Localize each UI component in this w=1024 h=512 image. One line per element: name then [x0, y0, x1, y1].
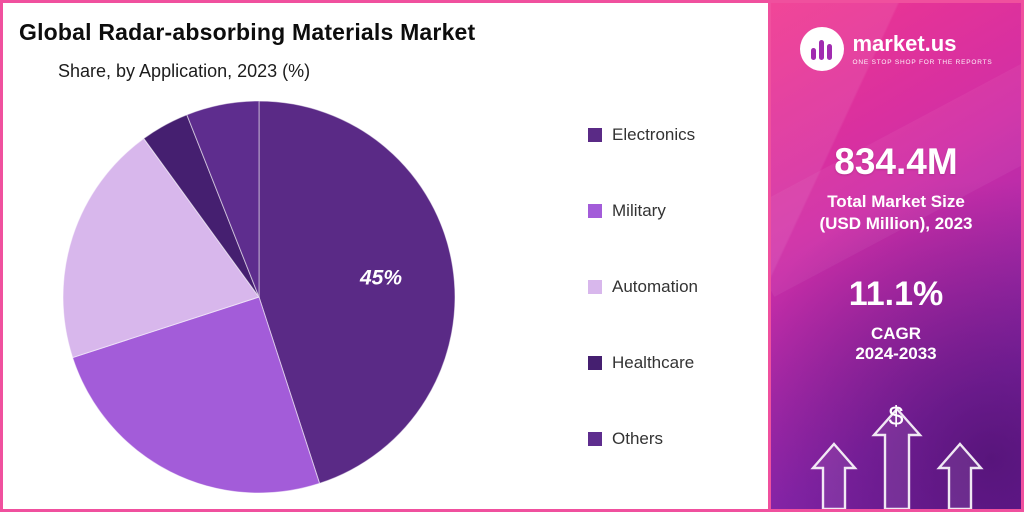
brand-text: market.us ONE STOP SHOP FOR THE REPORTS: [853, 32, 993, 65]
legend-label-others: Others: [612, 429, 664, 448]
legend: Electronics Military Automation Healthca…: [588, 125, 698, 449]
legend-item-electronics: Electronics: [588, 125, 698, 145]
brand-sidebar: market.us ONE STOP SHOP FOR THE REPORTS …: [768, 3, 1021, 509]
legend-swatch-military: [588, 204, 602, 218]
legend-label-electronics: Electronics: [612, 125, 696, 144]
legend-swatch-electronics: [588, 128, 602, 142]
legend-label-automation: Automation: [612, 277, 698, 296]
legend-swatch-automation: [588, 280, 602, 294]
pie-slice-data-label: 45%: [359, 267, 402, 290]
legend-item-healthcare: Healthcare: [588, 353, 698, 373]
brand: market.us ONE STOP SHOP FOR THE REPORTS: [771, 27, 1021, 71]
legend-swatch-others: [588, 432, 602, 446]
legend-label-healthcare: Healthcare: [612, 353, 695, 372]
chart-subtitle: Share, by Application, 2023 (%): [58, 61, 311, 81]
pie-slice-automation: [62, 137, 260, 359]
market-size-label-2: (USD Million), 2023: [819, 214, 973, 234]
cagr-period: 2024-2033: [855, 344, 937, 363]
dollar-icon: $: [771, 401, 1021, 432]
chart-title: Global Radar-absorbing Materials Market: [19, 19, 476, 45]
legend-item-military: Military: [588, 201, 698, 221]
marketus-logo-icon: [799, 27, 844, 71]
legend-item-automation: Automation: [588, 277, 698, 297]
market-size-label-1: Total Market Size: [827, 192, 965, 211]
growth-arrows-icon: [810, 407, 984, 509]
legend-label-military: Military: [612, 201, 666, 220]
brand-name: market.us: [852, 31, 957, 57]
pie-slice-electronics: [258, 100, 456, 485]
pie-slice-others: [186, 100, 260, 298]
pie-slice-military: [71, 296, 321, 494]
market-size-stat: 834.4M Total Market Size (USD Million), …: [771, 141, 1021, 235]
pie-chart: 45%: [59, 97, 459, 497]
market-size-value: 834.4M: [834, 141, 958, 182]
chart-area: Global Radar-absorbing Materials Market …: [3, 3, 768, 509]
pie-chart-svg: 45%: [62, 100, 456, 494]
cagr-stat: 11.1% CAGR 2024-2033: [771, 275, 1021, 364]
legend-swatch-healthcare: [588, 356, 602, 370]
cagr-value: 11.1%: [848, 275, 944, 313]
brand-tagline: ONE STOP SHOP FOR THE REPORTS: [852, 58, 993, 66]
cagr-label: CAGR: [870, 324, 922, 343]
legend-item-others: Others: [588, 429, 698, 449]
